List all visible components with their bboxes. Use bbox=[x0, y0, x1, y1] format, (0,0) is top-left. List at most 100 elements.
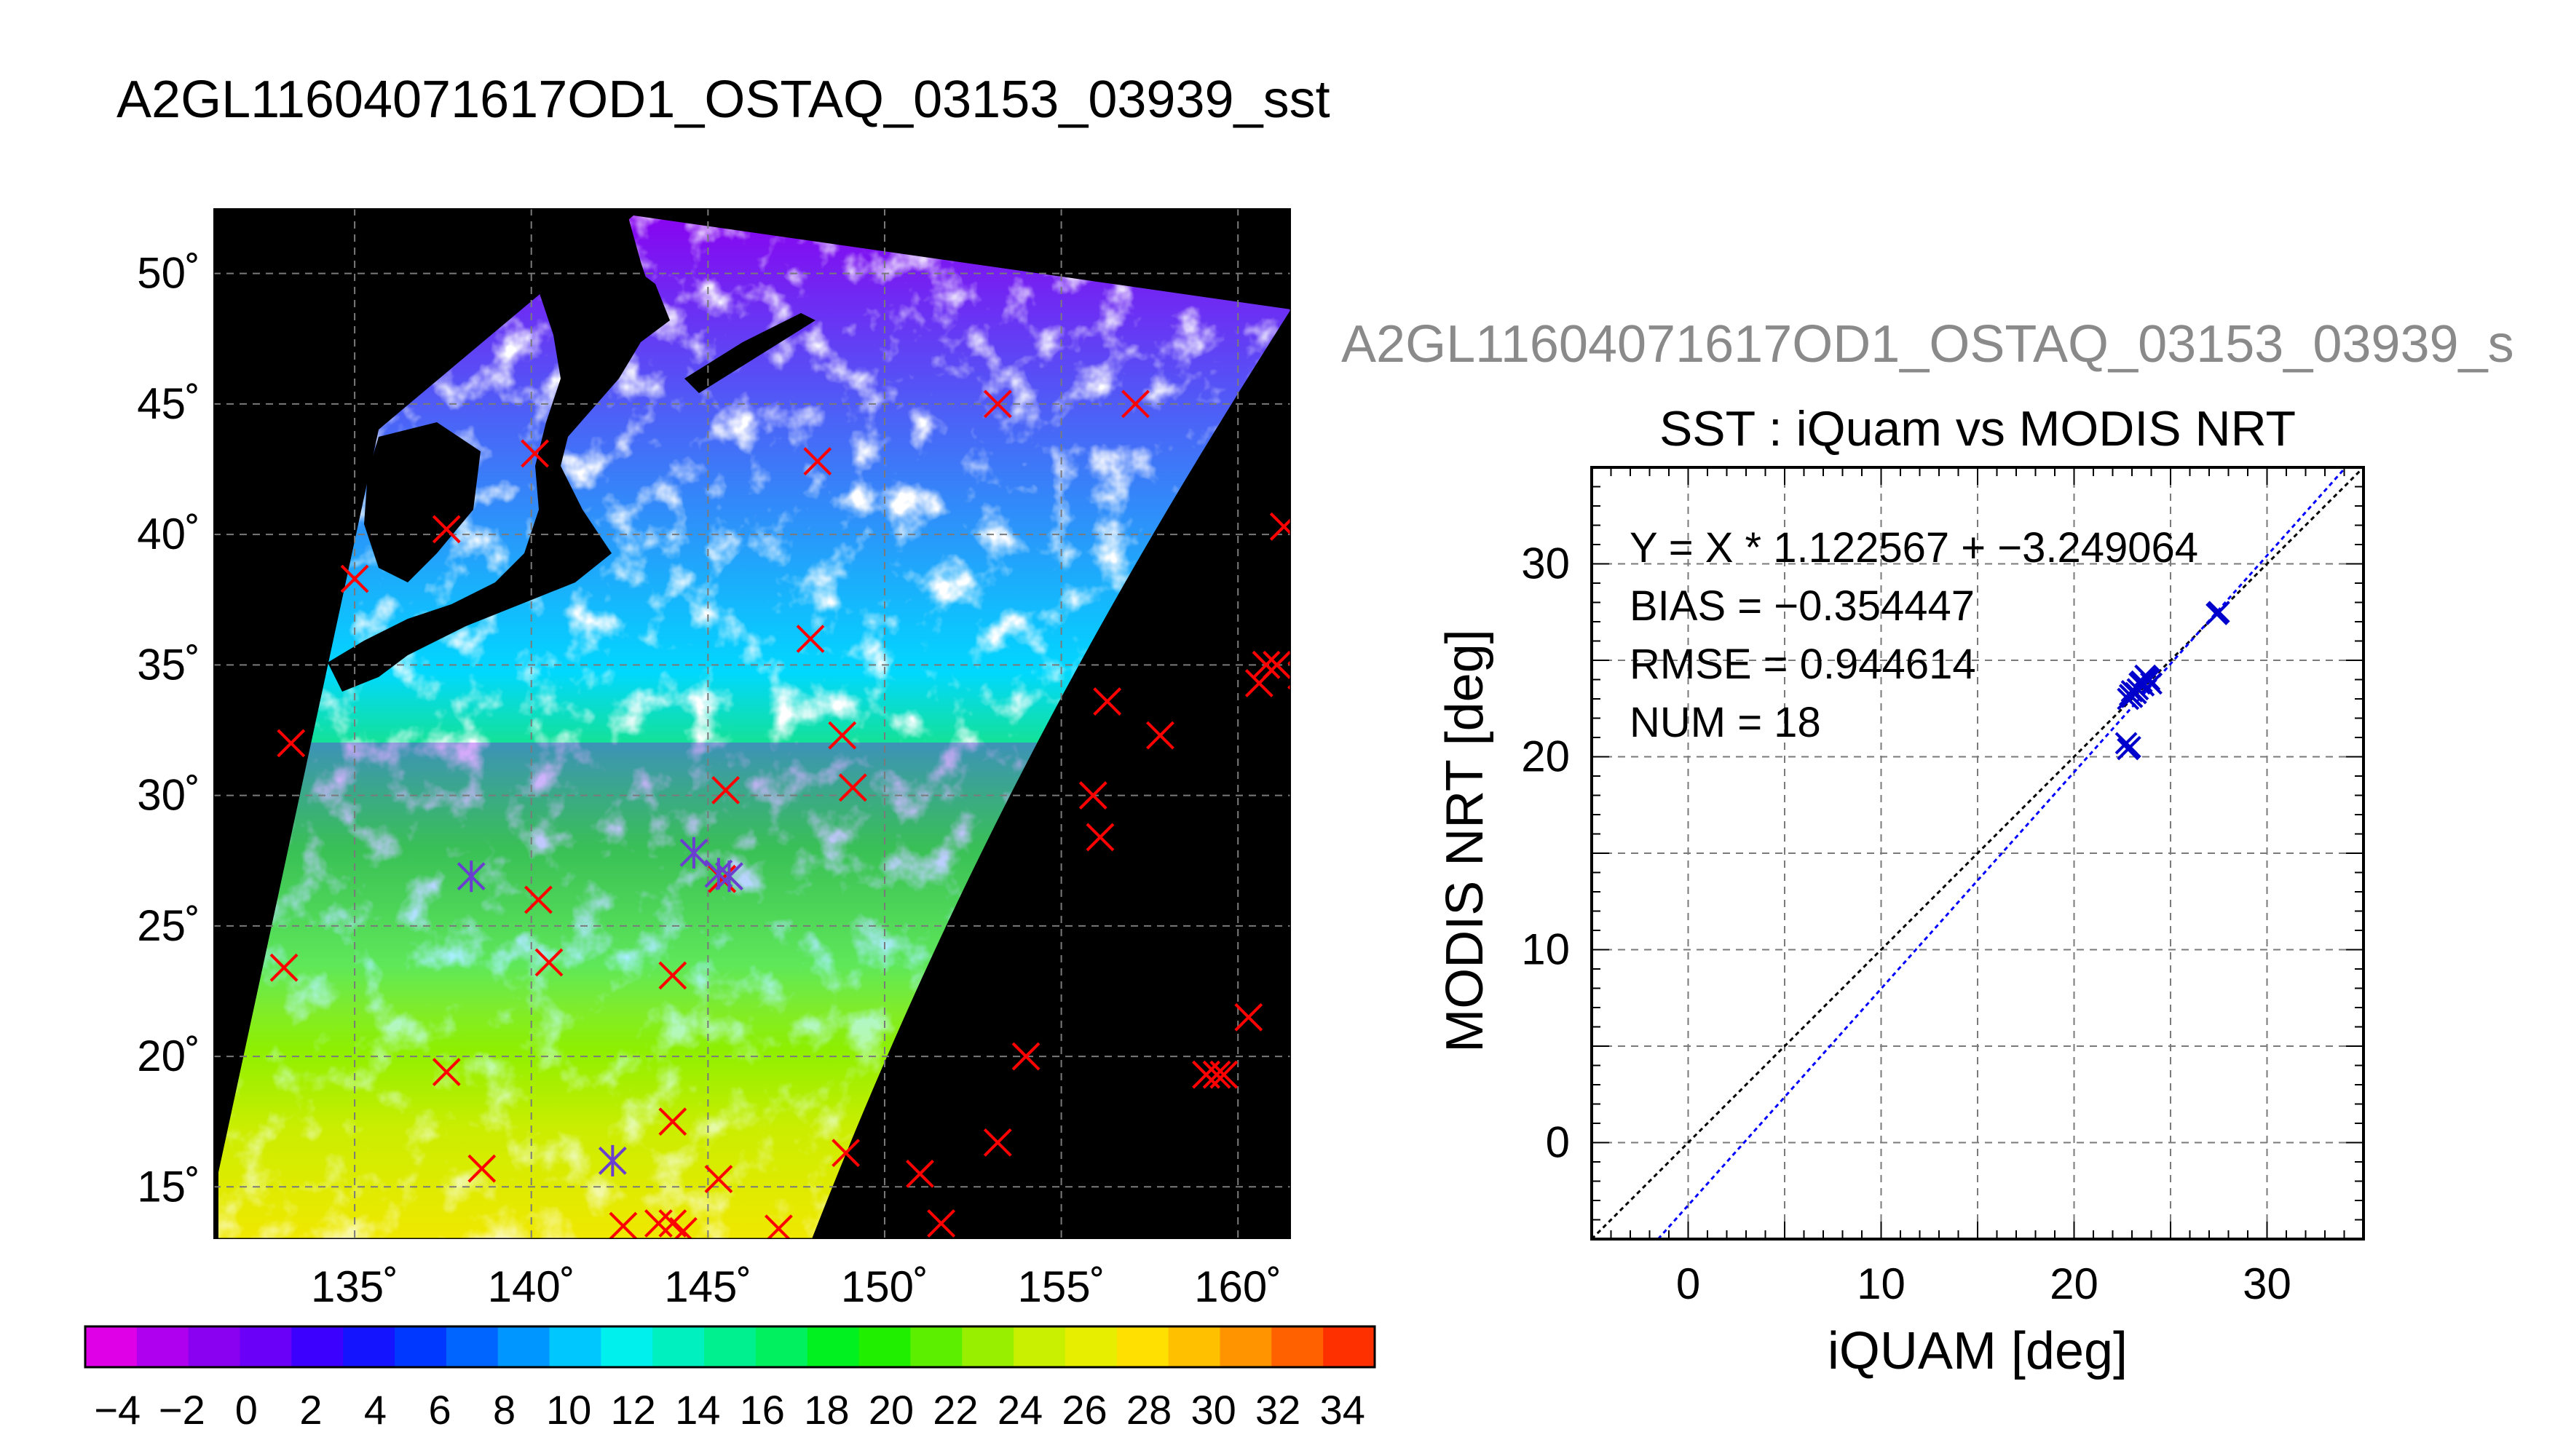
colorbar-tick-label: 26 bbox=[1062, 1387, 1107, 1433]
matchup-marker-blue bbox=[704, 858, 733, 890]
main-title: A2GL11604071617OD1_OSTAQ_03153_03939_sst bbox=[117, 71, 1330, 129]
colorbar-swatch bbox=[755, 1326, 808, 1367]
colorbar-swatch bbox=[962, 1326, 1014, 1367]
matchup-marker-red bbox=[1078, 781, 1107, 810]
matchup-marker-red bbox=[906, 1159, 934, 1188]
matchup-marker-blue bbox=[715, 860, 743, 893]
colorbar-swatch bbox=[1116, 1326, 1169, 1367]
matchup-marker-red bbox=[277, 729, 306, 758]
matchup-marker-red bbox=[644, 1209, 673, 1238]
matchup-markers bbox=[269, 389, 1291, 1239]
map-x-tick-label: 135˚ bbox=[311, 1262, 398, 1311]
matchup-marker-red bbox=[704, 1165, 733, 1193]
matchup-marker-red bbox=[1121, 389, 1150, 419]
colorbar-swatch bbox=[497, 1326, 550, 1367]
scatter-point bbox=[2118, 684, 2141, 707]
matchup-marker-red bbox=[1252, 650, 1281, 679]
map-y-tick-label: 30˚ bbox=[137, 771, 200, 820]
matchup-marker-red bbox=[1146, 721, 1174, 750]
colorbar-tick-label: 2 bbox=[299, 1387, 322, 1433]
colorbar-tick-label: 12 bbox=[611, 1387, 656, 1433]
matchup-marker-red bbox=[711, 775, 741, 804]
scatter-x-tick-label: 20 bbox=[2050, 1259, 2098, 1308]
scatter-y-tick-label: 30 bbox=[1521, 539, 1570, 588]
colorbar-swatch bbox=[1323, 1326, 1375, 1367]
matchup-marker-red bbox=[1234, 1002, 1263, 1032]
matchup-marker-red bbox=[1086, 823, 1115, 852]
matchup-marker-red bbox=[658, 961, 687, 990]
colorbar-tick-label: 22 bbox=[933, 1387, 978, 1433]
map-y-tick-label: 35˚ bbox=[137, 640, 200, 689]
matchup-marker-red bbox=[838, 773, 867, 802]
matchup-marker-blue bbox=[679, 836, 708, 869]
matchup-marker-red bbox=[828, 721, 857, 750]
colorbar-swatch bbox=[601, 1326, 653, 1367]
colorbar-tick-label: 14 bbox=[675, 1387, 720, 1433]
swath-edge-right bbox=[812, 309, 1291, 1239]
matchup-marker-red bbox=[432, 1058, 461, 1086]
colorbar: −4 −2 0 2 4 6 8 10 12 14 16 18 20 22 24 26 28 30 32 34 bbox=[84, 1325, 1376, 1433]
matchup-marker-red bbox=[927, 1209, 956, 1238]
map-y-tick-label: 20˚ bbox=[137, 1032, 200, 1080]
land-sakhalin bbox=[604, 210, 655, 328]
scatter-x-tick-label: 10 bbox=[1857, 1259, 1906, 1308]
matchup-marker-red bbox=[524, 885, 553, 914]
scatter-x-tick-label: 30 bbox=[2243, 1259, 2291, 1308]
matchup-marker-red bbox=[1244, 669, 1273, 697]
matchup-marker-blue bbox=[598, 1144, 627, 1177]
map-x-tick-label: 160˚ bbox=[1194, 1262, 1282, 1311]
matchup-marker-red bbox=[340, 564, 369, 593]
map-y-tick-label: 50˚ bbox=[137, 249, 200, 298]
matchup-marker-red bbox=[764, 1214, 793, 1239]
map-x-tick-label: 150˚ bbox=[841, 1262, 928, 1311]
colorbar-swatch bbox=[652, 1326, 705, 1367]
colorbar-tick-label: 18 bbox=[804, 1387, 849, 1433]
matchup-marker-red bbox=[1011, 1042, 1040, 1071]
colorbar-swatch bbox=[291, 1326, 344, 1367]
map-panel bbox=[213, 208, 1291, 1239]
colorbar-swatch bbox=[240, 1326, 292, 1367]
map-grid bbox=[213, 208, 1291, 1239]
colorbar-swatch bbox=[549, 1326, 601, 1367]
colorbar-tick-label: 34 bbox=[1320, 1387, 1365, 1433]
matchup-marker-red bbox=[1093, 687, 1122, 716]
map-y-tick-label: 45˚ bbox=[137, 379, 200, 428]
colorbar-swatch bbox=[1220, 1326, 1272, 1367]
map-axes: 135˚ 140˚ 145˚ 150˚ 155˚ 160˚ 15˚ 20˚ 25˚ 30˚ 35˚ 4… bbox=[137, 249, 1282, 1311]
scatter-xlabel: iQUAM [deg] bbox=[1828, 1322, 2128, 1380]
colorbar-tick-label: 4 bbox=[364, 1387, 387, 1433]
matchup-marker-red bbox=[832, 1139, 861, 1168]
colorbar-swatch bbox=[188, 1326, 241, 1367]
matchup-marker-red bbox=[658, 1209, 687, 1238]
matchup-marker-blue bbox=[457, 860, 486, 893]
colorbar-swatch bbox=[1168, 1326, 1220, 1367]
land-korea bbox=[364, 422, 481, 582]
matchup-marker-red bbox=[269, 953, 299, 982]
swath-edge-left bbox=[213, 208, 633, 1239]
scatter-x-tick-label: 0 bbox=[1676, 1259, 1700, 1308]
colorbar-swatch bbox=[910, 1326, 963, 1367]
scatter-stats: Y = X * 1.122567 + −3.249064 BIAS = −0.3… bbox=[1630, 524, 2198, 746]
map-x-tick-label: 145˚ bbox=[664, 1262, 751, 1311]
colorbar-swatch bbox=[704, 1326, 757, 1367]
colorbar-tick-label: 28 bbox=[1126, 1387, 1172, 1433]
colorbar-swatch bbox=[343, 1326, 395, 1367]
scatter-y-tick-label: 10 bbox=[1521, 925, 1570, 974]
matchup-marker-red bbox=[467, 1154, 497, 1183]
scatter-ylabel: MODIS NRT [deg] bbox=[1436, 629, 1494, 1053]
colorbar-swatch bbox=[807, 1326, 860, 1367]
matchup-marker-red bbox=[983, 1128, 1012, 1157]
map-y-tick-label: 15˚ bbox=[137, 1162, 200, 1211]
colorbar-tick-label: −4 bbox=[94, 1387, 141, 1433]
matchup-marker-red bbox=[432, 515, 461, 544]
colorbar-swatch bbox=[858, 1326, 911, 1367]
scatter-y-tick-label: 20 bbox=[1521, 732, 1570, 781]
matchup-marker-red bbox=[1269, 512, 1291, 541]
colorbar-tick-label: 10 bbox=[546, 1387, 591, 1433]
colorbar-tick-label: 24 bbox=[998, 1387, 1043, 1433]
matchup-marker-red bbox=[983, 389, 1012, 419]
colorbar-frame bbox=[84, 1325, 1376, 1369]
colorbar-tick-label: 32 bbox=[1255, 1387, 1300, 1433]
